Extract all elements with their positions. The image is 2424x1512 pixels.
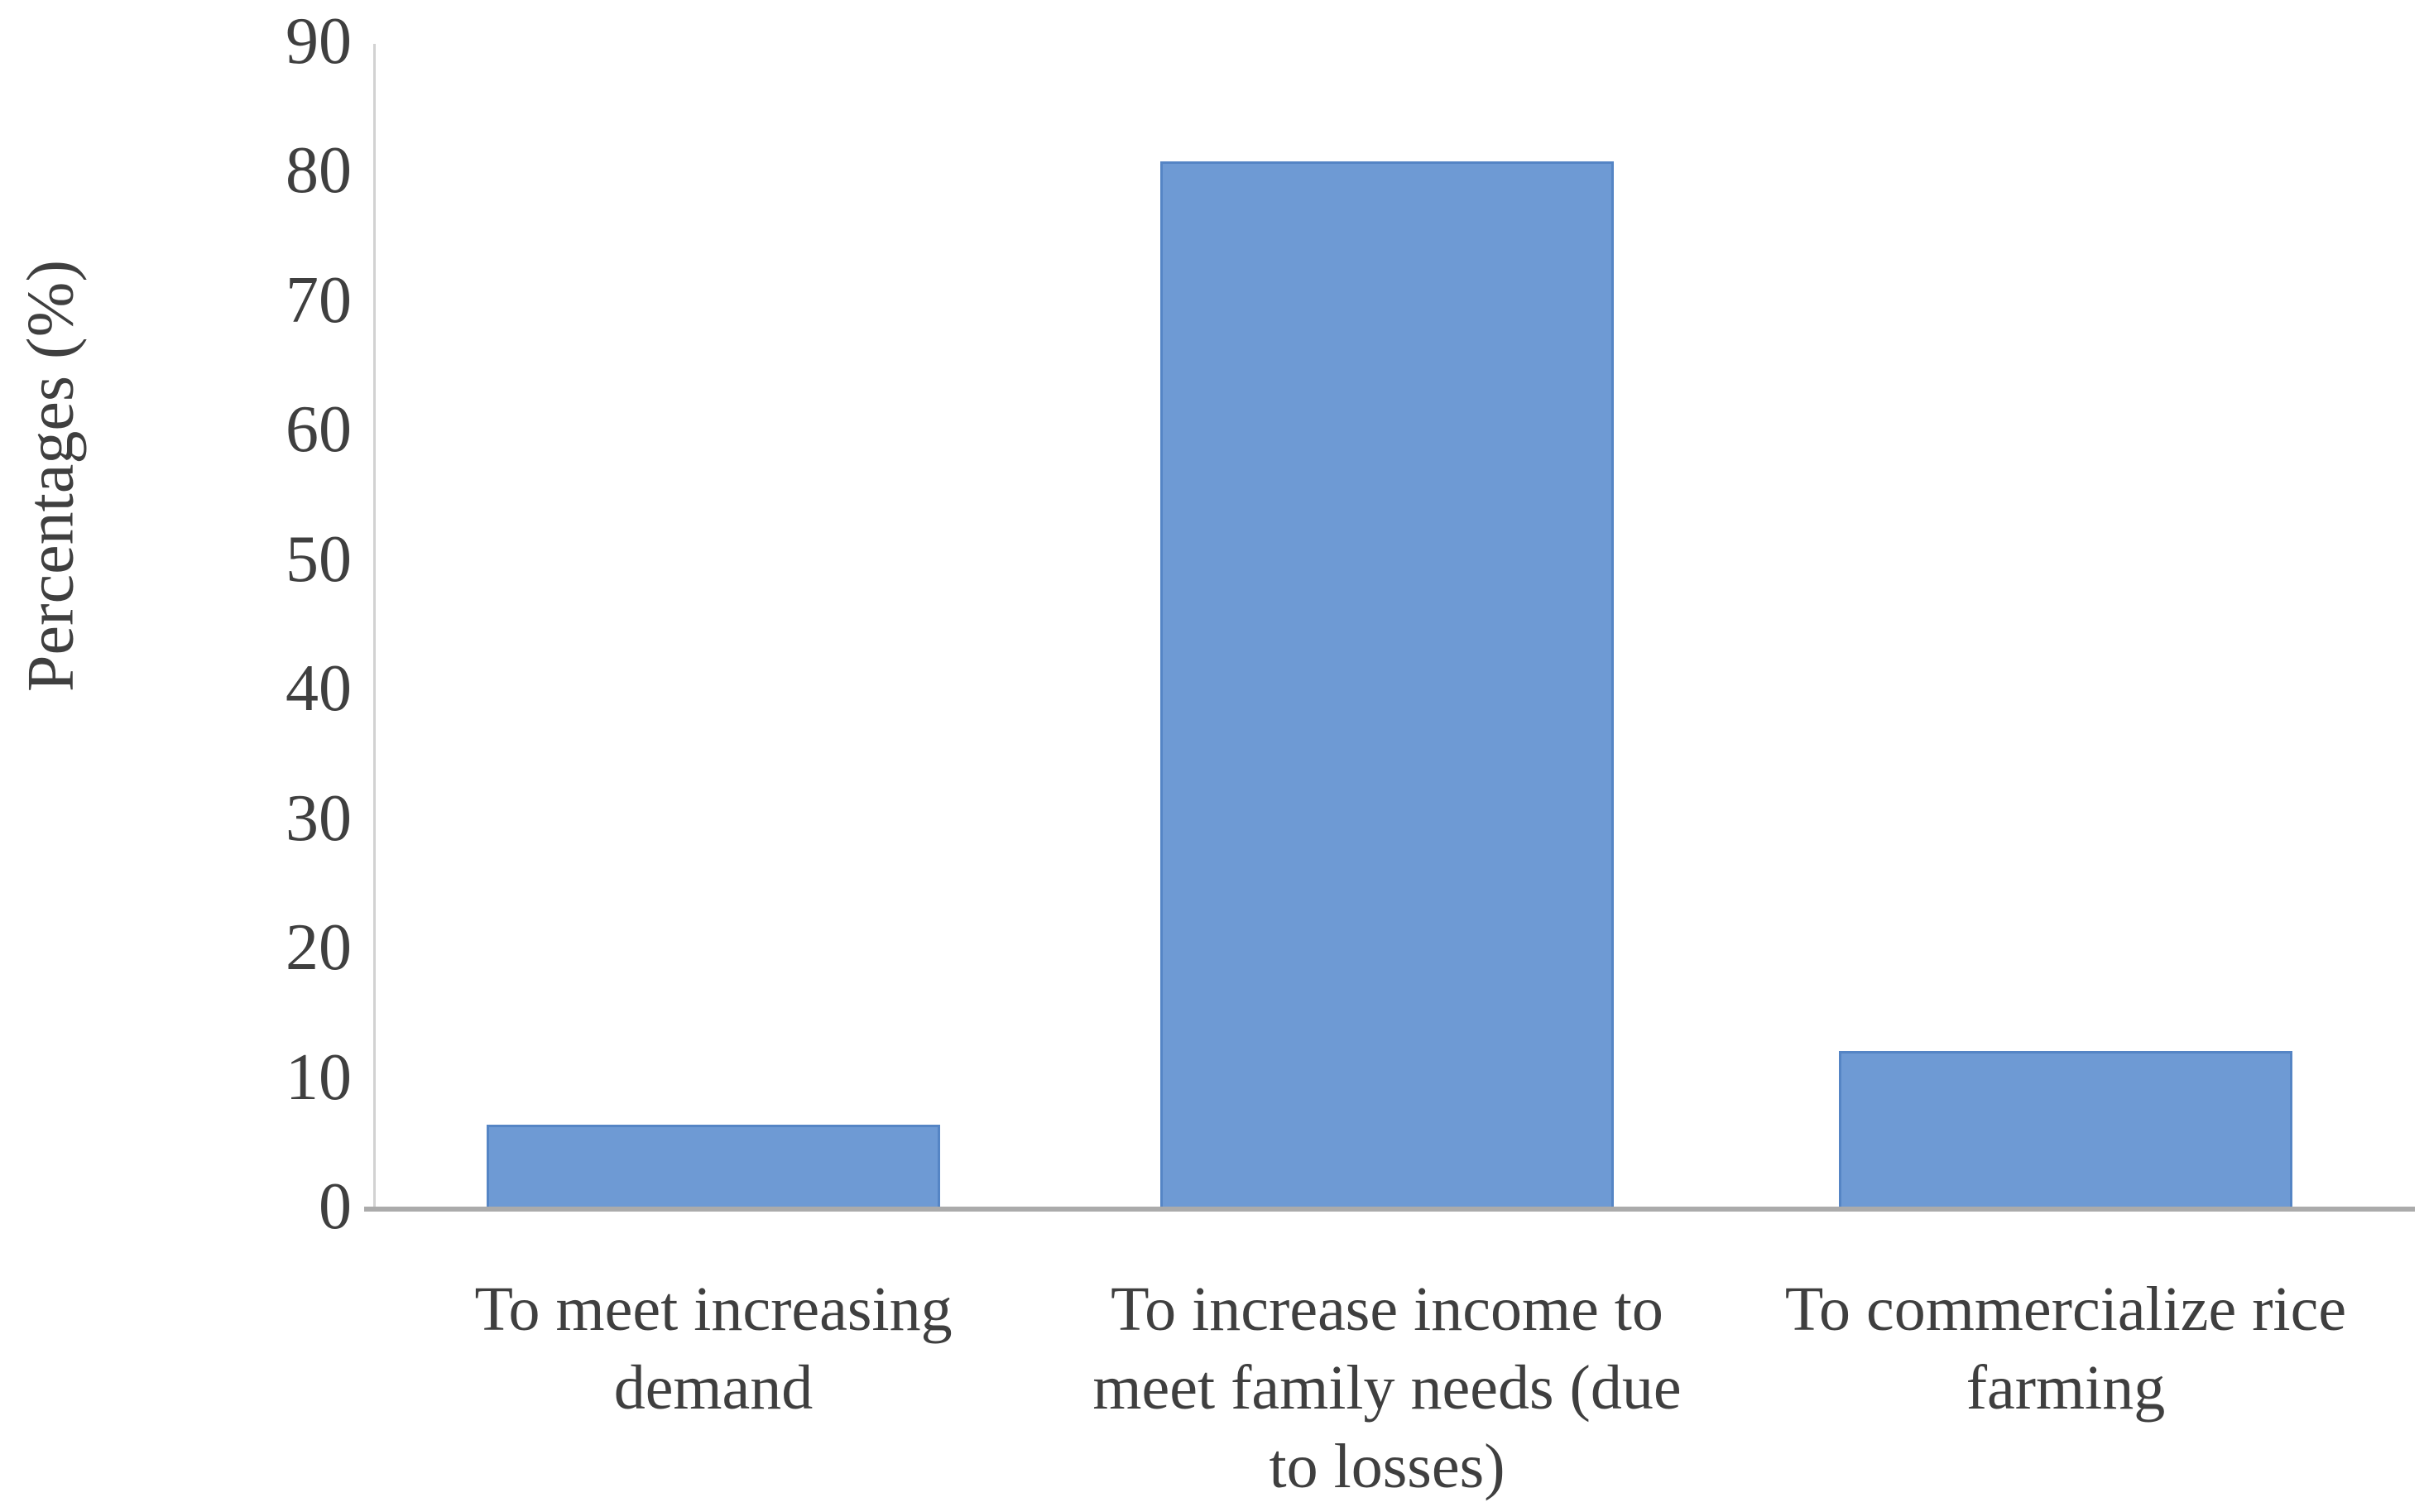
x-category-label-3: To commercialize rice farming — [1784, 1274, 2347, 1423]
x-category-label-1: To meet increasing demand — [474, 1274, 953, 1423]
y-axis-line — [373, 44, 376, 1209]
bar-1 — [487, 1125, 940, 1209]
bar-2 — [1160, 161, 1614, 1209]
y-tick-label: 30 — [286, 781, 352, 855]
y-tick-label: 10 — [286, 1040, 352, 1114]
x-axis-line — [364, 1207, 2415, 1212]
y-tick-label: 70 — [286, 263, 352, 337]
y-axis-title: Percentages (%) — [14, 260, 88, 692]
y-tick-label: 80 — [286, 134, 352, 208]
x-category-label-2: To increase income to meet family needs … — [1092, 1274, 1682, 1501]
y-tick-label: 0 — [319, 1169, 352, 1243]
bar-3 — [1839, 1051, 2292, 1209]
y-tick-label: 60 — [286, 393, 352, 467]
y-tick-label: 90 — [286, 4, 352, 78]
y-tick-label: 20 — [286, 910, 352, 984]
y-tick-label: 40 — [286, 652, 352, 726]
y-tick-label: 50 — [286, 522, 352, 596]
